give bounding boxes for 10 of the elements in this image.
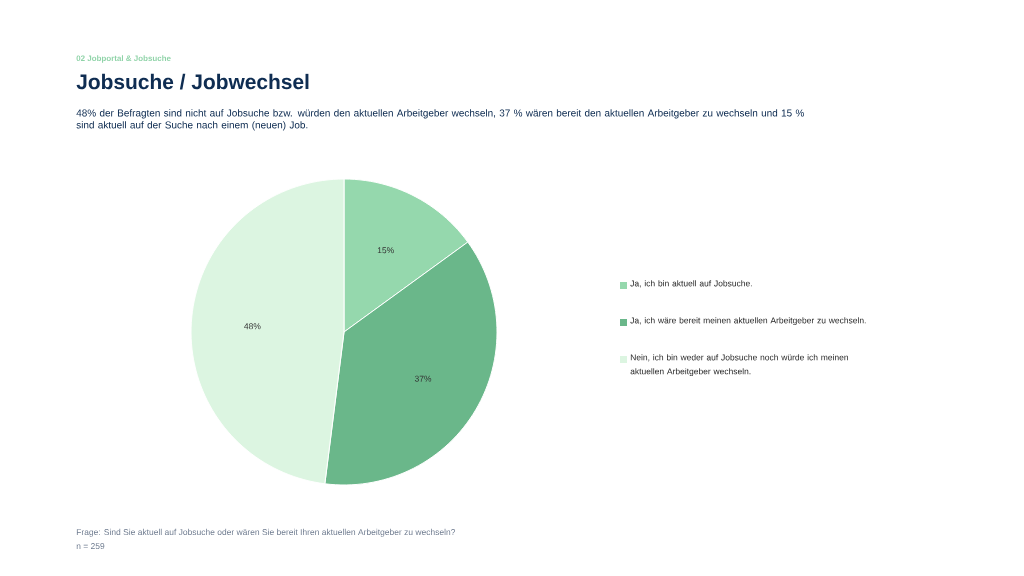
text: Frage: Sind Sie aktuell auf Jobsuche oder wären Sie bereit Ihren aktuellen Arbeitgeber zu wechseln? xyxy=(76,528,456,537)
data-label: 15% xyxy=(377,247,394,254)
legend-label: Ja, ich bin aktuell auf Jobsuche. xyxy=(630,280,752,288)
legend-label: Nein, ich bin weder auf Jobsuche noch würde ich meinen aktuellen Arbeitgeber wechseln. xyxy=(630,354,849,377)
chart-subtitle: 48% der Befragten sind nicht auf Jobsuche bzw. würden den aktuellen Arbeitgeber wechseln, 37 % wären bereit den aktuellen Arbeitgeber zu wechseln und 15 % sind aktuell auf der Suche nach einem (neuen) Job. xyxy=(76,109,804,131)
text: n = 259 xyxy=(76,543,105,550)
data-label: 48% xyxy=(244,323,261,330)
chart-title: Jobsuche / Jobwechsel xyxy=(76,73,309,90)
data-label: 37% xyxy=(414,375,432,382)
legend-label: Ja, ich wäre bereit meinen aktuellen Arbeitgeber zu wechseln. xyxy=(630,317,866,326)
